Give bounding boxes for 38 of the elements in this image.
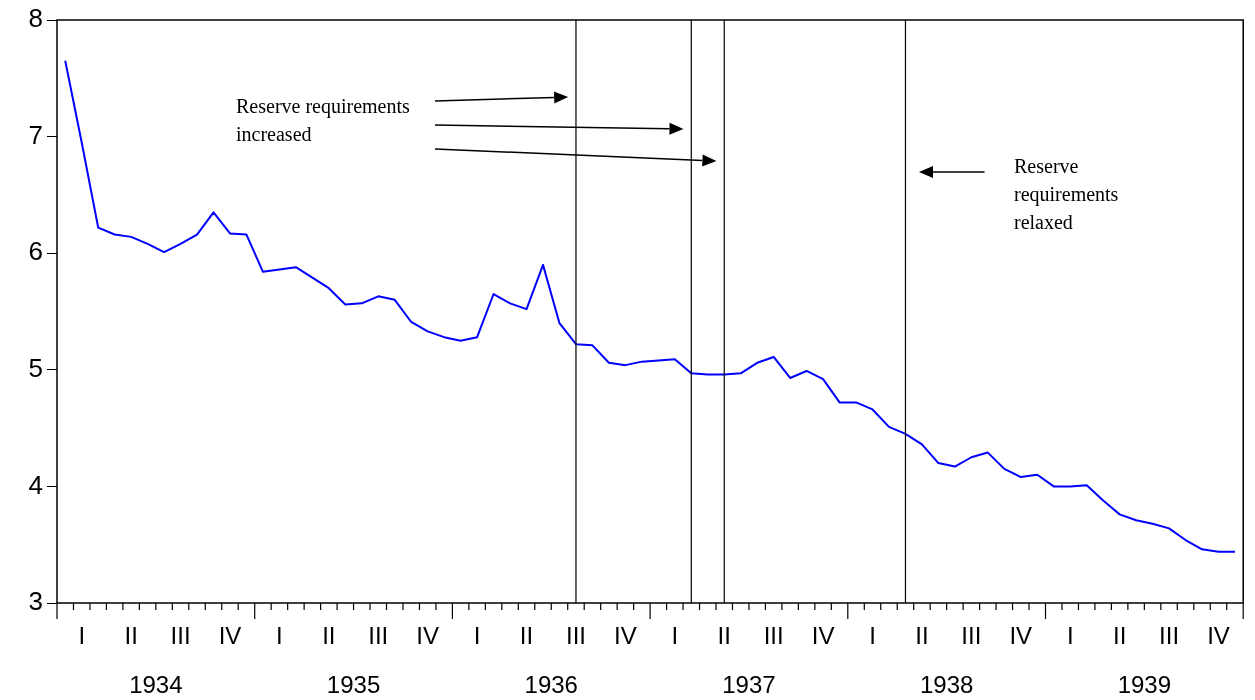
x-tick-label: I (473, 622, 481, 650)
x-tick-label: II (717, 622, 731, 650)
y-tick-label: 5 (28, 352, 43, 383)
x-tick-label: IV (1207, 622, 1230, 650)
x-tick-label: III (565, 622, 586, 650)
text: 1934 (129, 670, 183, 698)
x-tick-label: III (170, 622, 191, 650)
x-tick-label: IV (416, 622, 440, 650)
y-tick-label: 3 (28, 586, 43, 617)
x-tick-label: III (1159, 622, 1180, 650)
x-tick-label: II (322, 622, 336, 650)
x-tick-label: II (519, 622, 534, 650)
x-tick-label: II (915, 622, 929, 650)
x-tick-label: I (1066, 622, 1074, 650)
x-tick-label: I (276, 622, 283, 650)
x-tick-label: III (763, 622, 784, 650)
x-tick-label: II (1112, 622, 1127, 650)
x-tick-label: IV (1009, 622, 1033, 650)
x-tick-label: III (961, 622, 982, 650)
x-tick-label: IV (811, 622, 835, 650)
x-tick-label: IV (218, 622, 242, 650)
y-tick-label: 7 (28, 119, 43, 150)
text: 1939 (1117, 670, 1172, 698)
x-tick-label: I (671, 622, 679, 650)
x-tick-label: I (869, 622, 876, 650)
x-tick-label: III (368, 622, 389, 650)
y-tick-label: 8 (28, 3, 43, 34)
annotation: Reserve requirements relaxed (1014, 155, 1119, 234)
x-tick-label: II (124, 622, 138, 650)
text: 1937 (722, 670, 776, 698)
y-tick-label: 6 (28, 236, 43, 267)
text: 1938 (919, 670, 974, 698)
x-tick-label: I (78, 622, 86, 650)
x-tick-label: IV (614, 622, 637, 650)
text: 1936 (524, 670, 578, 698)
annotation: Reserve requirements increased (236, 95, 411, 146)
text: 1935 (326, 670, 381, 698)
y-tick-label: 4 (28, 469, 43, 500)
